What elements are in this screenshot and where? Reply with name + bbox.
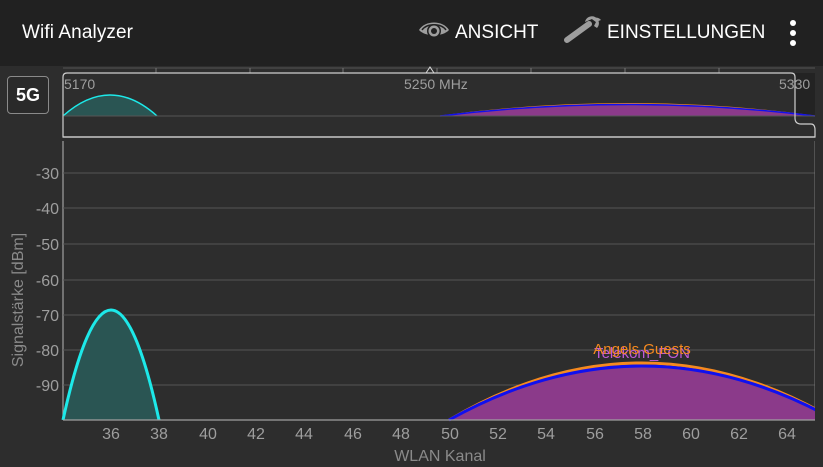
x-tick: 60 (682, 426, 700, 443)
x-tick: 42 (247, 426, 265, 443)
x-tick: 50 (441, 426, 459, 443)
ssid-label-telekom-fon: Telekom_FON (594, 345, 690, 362)
x-axis-title: WLAN Kanal (394, 448, 486, 465)
view-button[interactable]: ANSICHT (417, 19, 538, 47)
x-tick: 54 (537, 426, 555, 443)
x-tick: 64 (778, 426, 796, 443)
x-tick: 40 (199, 426, 217, 443)
y-tick: -30 (36, 166, 59, 183)
settings-button-label: EINSTELLUNGEN (607, 22, 766, 43)
y-tick: -40 (36, 201, 59, 218)
freq-label-mid: 5250 MHz (404, 76, 468, 92)
settings-button[interactable]: EINSTELLUNGEN (563, 16, 766, 50)
ssid-label-angels-guests: Angels Guests (593, 341, 691, 358)
x-tick: 38 (150, 426, 168, 443)
band-toggle-button[interactable]: 5G (7, 76, 49, 114)
y-tick: -60 (36, 273, 59, 290)
view-button-label: ANSICHT (455, 22, 539, 43)
y-axis-title: Signalstärke [dBm] (10, 233, 27, 367)
overview-chart[interactable]: 5170 5250 MHz 5330 (0, 66, 823, 141)
freq-label-end: 5330 (779, 76, 810, 92)
signal-chart[interactable]: Telekom_FON Angels Guests -30 -40 -50 -6… (0, 141, 823, 467)
eye-icon (417, 17, 451, 49)
y-tick: -90 (36, 378, 59, 395)
x-tick: 36 (102, 426, 120, 443)
x-tick: 46 (344, 426, 362, 443)
wrench-icon (563, 16, 603, 50)
series-ch58-fill (449, 366, 823, 420)
app-bar: Wifi Analyzer ANSICHT EINSTELLUNGEN (0, 0, 823, 66)
x-tick: 56 (586, 426, 604, 443)
freq-label-start: 5170 (64, 76, 95, 92)
more-vert-icon[interactable] (786, 20, 800, 46)
app-title: Wifi Analyzer (22, 22, 134, 43)
y-tick: -50 (36, 237, 59, 254)
x-tick: 52 (489, 426, 507, 443)
x-tick: 44 (295, 426, 313, 443)
y-tick: -80 (36, 343, 59, 360)
y-tick: -70 (36, 308, 59, 325)
x-tick: 62 (730, 426, 748, 443)
x-tick: 58 (634, 426, 652, 443)
x-tick: 48 (392, 426, 410, 443)
series-ch36-line (61, 308, 161, 421)
series-telekom-fon-line (448, 364, 823, 422)
